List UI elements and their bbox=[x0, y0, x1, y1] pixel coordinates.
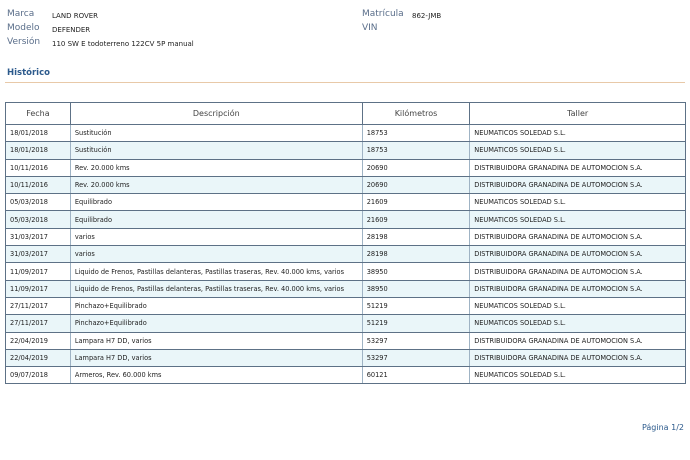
table-cell: 20690 bbox=[361, 175, 471, 195]
table-cell: NEUMATICOS SOLEDAD S.L. bbox=[469, 141, 686, 160]
table-cell: NEUMATICOS SOLEDAD S.L. bbox=[469, 296, 686, 316]
table-cell: NEUMATICOS SOLEDAD S.L. bbox=[469, 123, 686, 143]
table-row: 27/11/2017 Pinchazo+Equilibrado 51219 NEUMA… bbox=[5, 314, 686, 333]
table-cell: NEUMATICOS SOLEDAD S.L. bbox=[469, 366, 686, 385]
table-cell: Sustitución bbox=[69, 141, 363, 160]
table-cell: 27/11/2017 bbox=[5, 314, 71, 333]
table-cell: 53297 bbox=[361, 331, 471, 350]
table-cell: DISTRIBUIDORA GRANADINA DE AUTOMOCION S.… bbox=[469, 175, 686, 195]
table-cell: 18/01/2018 bbox=[5, 141, 71, 160]
table-cell: Liquido de Frenos, Pastillas delanteras,… bbox=[69, 262, 363, 281]
history-table: Fecha Descripción Kilómetros Taller 18/01/2… bbox=[5, 102, 686, 385]
table-cell: Pinchazo+Equilibrado bbox=[69, 314, 363, 333]
field-label: Modelo bbox=[7, 23, 40, 33]
table-row: 05/03/2018 Equilibrado 21609 NEUMATICOS SOL… bbox=[5, 210, 686, 229]
table-cell: 27/11/2017 bbox=[5, 296, 71, 316]
field-label: VIN bbox=[362, 23, 378, 33]
table-cell: varios bbox=[69, 227, 363, 247]
table-cell: 51219 bbox=[361, 296, 471, 316]
table-cell: Rev. 20.000 kms bbox=[69, 158, 363, 177]
table-cell: 18753 bbox=[361, 123, 471, 143]
field-value: 110 SW E todoterreno 122CV 5P manual bbox=[52, 40, 194, 48]
table-cell: 31/03/2017 bbox=[5, 227, 71, 247]
table-cell: 22/04/2019 bbox=[5, 348, 71, 368]
table-row: 10/11/2016 Rev. 20.000 kms 20690 DISTRIBUID… bbox=[5, 158, 686, 177]
column-header: Fecha bbox=[5, 102, 71, 125]
table-cell: DISTRIBUIDORA GRANADINA DE AUTOMOCION S.… bbox=[469, 331, 686, 350]
field-value: LAND ROVER bbox=[52, 12, 99, 20]
table-row: 18/01/2018 Sustitución 18753 NEUMATICOS SOL… bbox=[5, 141, 686, 160]
field-label: Marca bbox=[7, 9, 35, 19]
table-cell: Armeros, Rev. 60.000 kms bbox=[69, 366, 363, 385]
table-row: 22/04/2019 Lampara H7 DD, varios 53297 DIST… bbox=[5, 348, 686, 368]
table-cell: 60121 bbox=[361, 366, 471, 385]
field-label: Versión bbox=[7, 37, 41, 47]
table-row: 22/04/2019 Lampara H7 DD, varios 53297 DIST… bbox=[5, 331, 686, 350]
table-cell: 05/03/2018 bbox=[5, 210, 71, 229]
column-header: Kilómetros bbox=[361, 102, 471, 125]
table-cell: 31/03/2017 bbox=[5, 245, 71, 264]
field-value: DEFENDER bbox=[52, 26, 91, 34]
table-cell: 10/11/2016 bbox=[5, 175, 71, 195]
table-row: 09/07/2018 Armeros, Rev. 60.000 kms 60121 N… bbox=[5, 366, 686, 385]
table-body: 18/01/2018 Sustitución 18753 NEUMATICOS SOL… bbox=[5, 123, 686, 385]
table-cell: 11/09/2017 bbox=[5, 279, 71, 298]
table-cell: 21609 bbox=[361, 193, 471, 212]
table-row: 10/11/2016 Rev. 20.000 kms 20690 DISTRIBUID… bbox=[5, 175, 686, 195]
table-cell: 28198 bbox=[361, 245, 471, 264]
field-value: 862-JMB bbox=[412, 12, 442, 20]
table-cell: 18753 bbox=[361, 141, 471, 160]
table-row: 27/11/2017 Pinchazo+Equilibrado 51219 NEUMA… bbox=[5, 296, 686, 316]
table-row: 31/03/2017 varios 28198 DISTRIBUIDORA GRANA… bbox=[5, 227, 686, 247]
header-row: Fecha Descripción Kilómetros Taller bbox=[5, 102, 686, 125]
column-header: Descripción bbox=[69, 102, 363, 125]
page-number: Página 1/2 bbox=[641, 423, 684, 432]
column-header: Taller bbox=[469, 102, 686, 125]
table-cell: DISTRIBUIDORA GRANADINA DE AUTOMOCION S.… bbox=[469, 262, 686, 281]
section-title: Histórico bbox=[7, 68, 50, 78]
table-row: 05/03/2018 Equilibrado 21609 NEUMATICOS SOL… bbox=[5, 193, 686, 212]
table-cell: 20690 bbox=[361, 158, 471, 177]
table-cell: Equilibrado bbox=[69, 193, 363, 212]
table-row: 11/09/2017 Liquido de Frenos, Pastillas d… bbox=[5, 279, 686, 298]
table-cell: Pinchazo+Equilibrado bbox=[69, 296, 363, 316]
table-cell: 22/04/2019 bbox=[5, 331, 71, 350]
table-cell: Rev. 20.000 kms bbox=[69, 175, 363, 195]
table-cell: 51219 bbox=[361, 314, 471, 333]
table-cell: NEUMATICOS SOLEDAD S.L. bbox=[469, 314, 686, 333]
table-cell: DISTRIBUIDORA GRANADINA DE AUTOMOCION S.… bbox=[469, 279, 686, 298]
table-cell: Equilibrado bbox=[69, 210, 363, 229]
table-cell: 05/03/2018 bbox=[5, 193, 71, 212]
table-cell: DISTRIBUIDORA GRANADINA DE AUTOMOCION S.… bbox=[469, 245, 686, 264]
table-cell: 10/11/2016 bbox=[5, 158, 71, 177]
field-label: Matrícula bbox=[362, 9, 404, 19]
table-cell: DISTRIBUIDORA GRANADINA DE AUTOMOCION S.… bbox=[469, 227, 686, 247]
table-cell: 18/01/2018 bbox=[5, 123, 71, 143]
table-row: 18/01/2018 Sustitución 18753 NEUMATICOS SOL… bbox=[5, 123, 686, 143]
table-cell: NEUMATICOS SOLEDAD S.L. bbox=[469, 210, 686, 229]
table-cell: DISTRIBUIDORA GRANADINA DE AUTOMOCION S.… bbox=[469, 158, 686, 177]
table-cell: Lampara H7 DD, varios bbox=[69, 331, 363, 350]
table-cell: DISTRIBUIDORA GRANADINA DE AUTOMOCION S.… bbox=[469, 348, 686, 368]
table-cell: 11/09/2017 bbox=[5, 262, 71, 281]
table-cell: NEUMATICOS SOLEDAD S.L. bbox=[469, 193, 686, 212]
table-cell: Lampara H7 DD, varios bbox=[69, 348, 363, 368]
table-cell: Liquido de Frenos, Pastillas delanteras,… bbox=[69, 279, 363, 298]
table-cell: 21609 bbox=[361, 210, 471, 229]
table-cell: 38950 bbox=[361, 262, 471, 281]
divider bbox=[5, 82, 685, 83]
table-row: 11/09/2017 Liquido de Frenos, Pastillas d… bbox=[5, 262, 686, 281]
table-cell: 09/07/2018 bbox=[5, 366, 71, 385]
table-cell: Sustitución bbox=[69, 123, 363, 143]
table-cell: 28198 bbox=[361, 227, 471, 247]
table-cell: 53297 bbox=[361, 348, 471, 368]
table-cell: 38950 bbox=[361, 279, 471, 298]
table-row: 31/03/2017 varios 28198 DISTRIBUIDORA GRANA… bbox=[5, 245, 686, 264]
table-cell: varios bbox=[69, 245, 363, 264]
